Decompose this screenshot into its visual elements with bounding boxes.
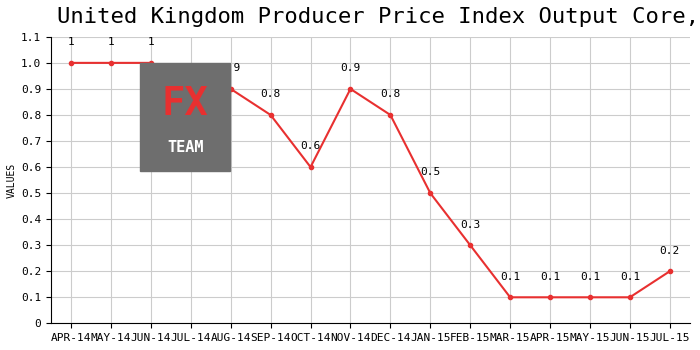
Text: 0.1: 0.1 [620, 272, 640, 282]
Text: 1: 1 [148, 37, 154, 47]
Text: 0.9: 0.9 [220, 63, 241, 73]
Text: 0.1: 0.1 [500, 272, 520, 282]
Text: 0.9: 0.9 [340, 63, 360, 73]
Bar [141, 63, 230, 172]
Text: 0.8: 0.8 [260, 89, 281, 99]
Text: 0.8: 0.8 [181, 89, 201, 99]
Text: 1: 1 [108, 37, 114, 47]
Text: 0.1: 0.1 [580, 272, 600, 282]
Text: 0.6: 0.6 [300, 141, 321, 152]
Text: 0.1: 0.1 [540, 272, 560, 282]
Text: 0.5: 0.5 [420, 168, 440, 177]
Text: 0.2: 0.2 [659, 246, 680, 256]
Text: FX: FX [162, 85, 209, 123]
Text: United Kingdom Producer Price Index Output Core, % y/y: United Kingdom Producer Price Index Outp… [57, 7, 700, 27]
Text: TEAM: TEAM [167, 140, 204, 155]
Text: 0.3: 0.3 [460, 219, 480, 230]
Y-axis label: VALUES: VALUES [7, 162, 17, 198]
Text: 0.8: 0.8 [380, 89, 400, 99]
Text: 1: 1 [68, 37, 74, 47]
